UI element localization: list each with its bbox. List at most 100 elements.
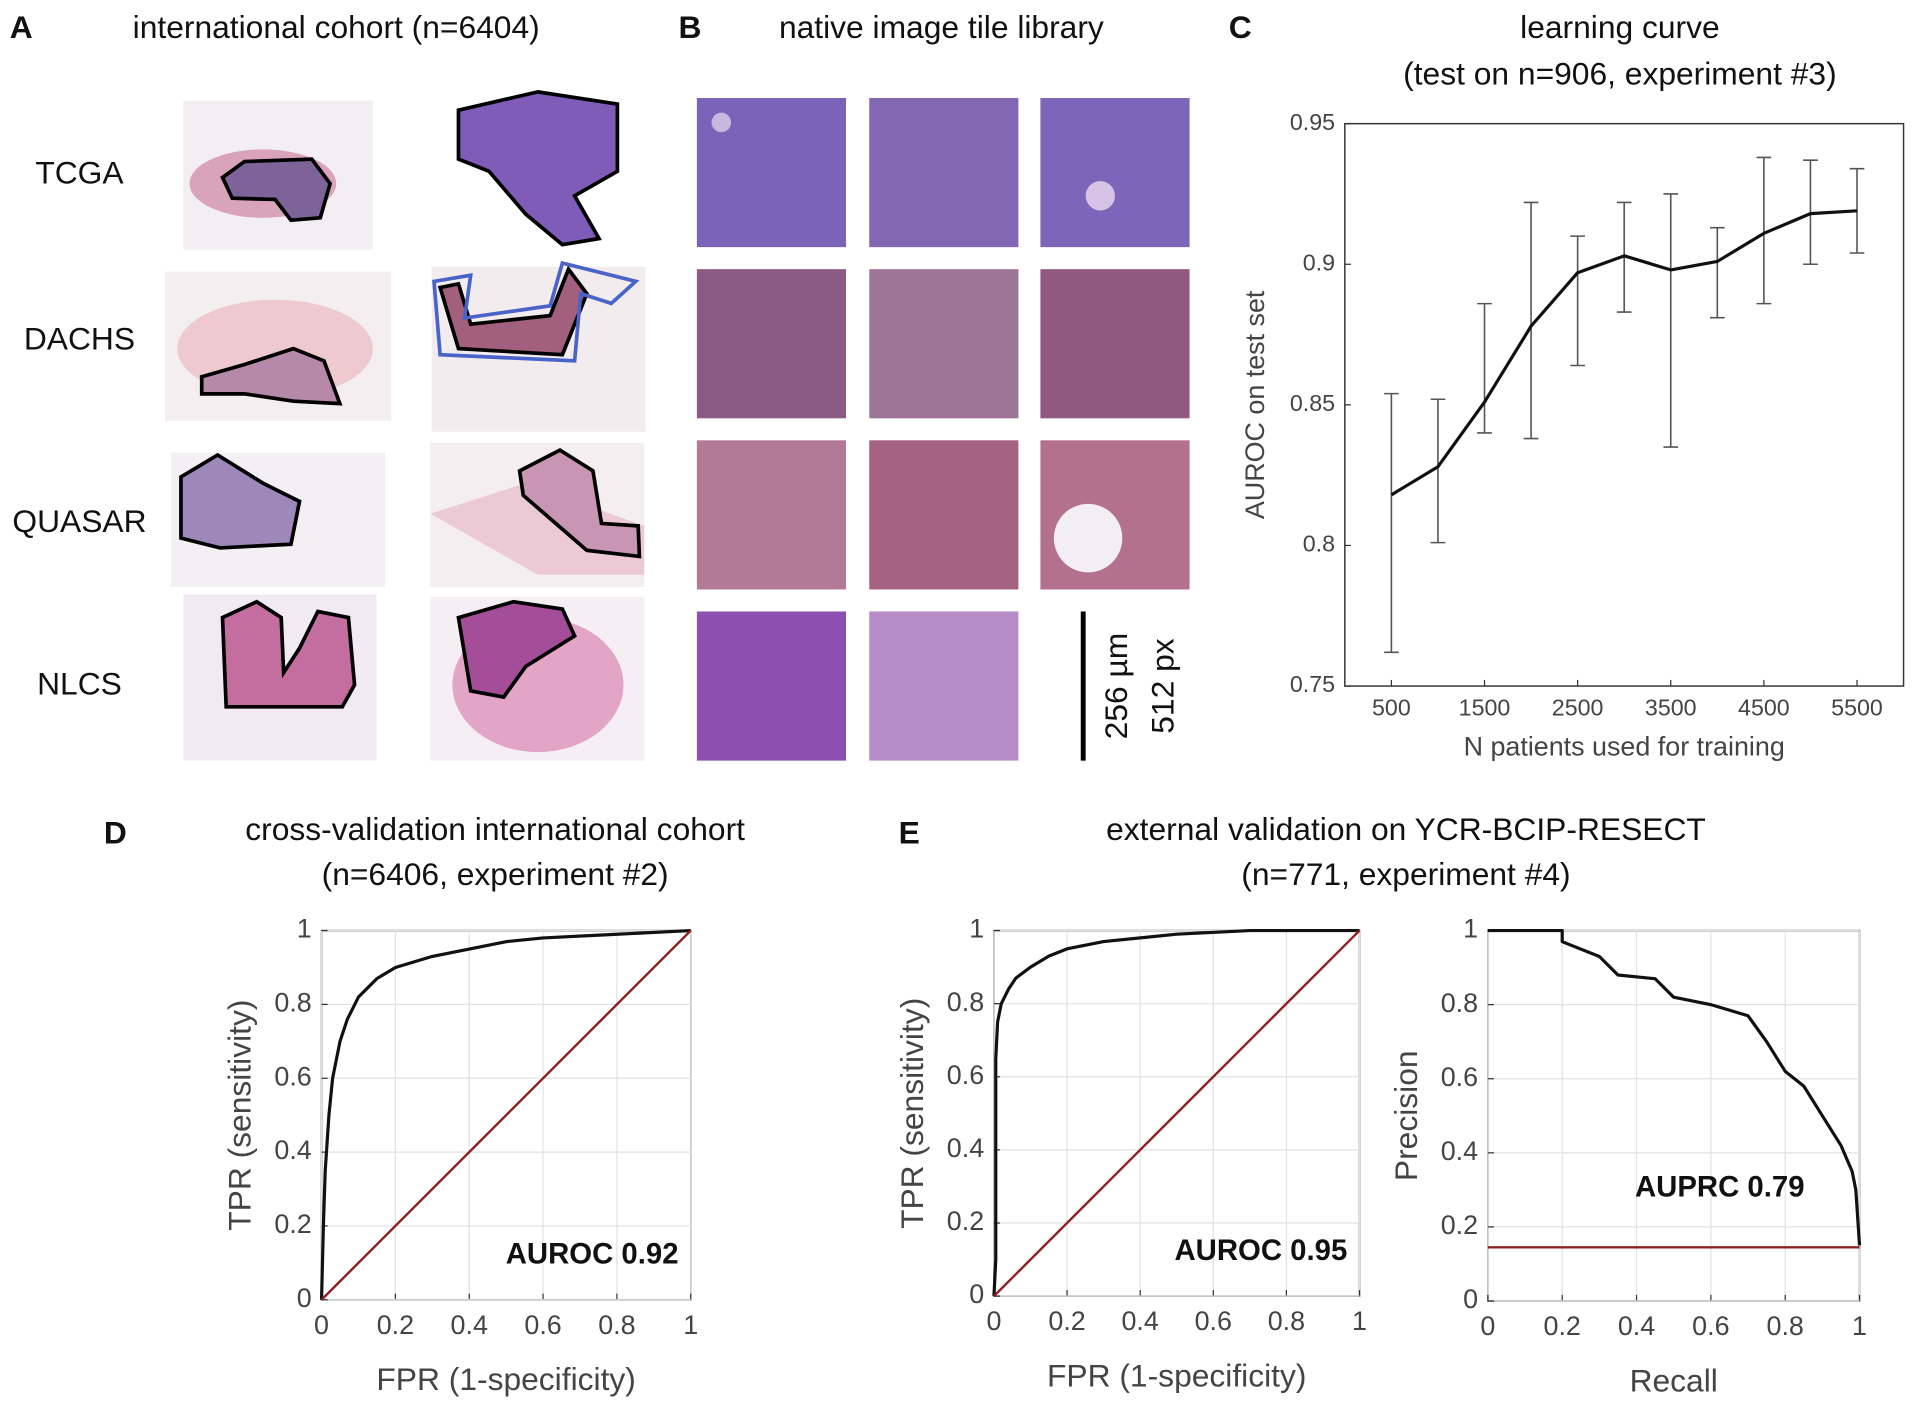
y-axis-label: Precision: [1388, 1050, 1424, 1181]
y-tick-label: 0.8: [274, 988, 311, 1018]
tumor-outline: [437, 265, 589, 357]
x-tick-label: 0.8: [1767, 1311, 1804, 1341]
x-tick-label: 0.2: [1544, 1311, 1581, 1341]
x-tick-label: 0: [314, 1310, 329, 1340]
x-tick-label: 0.6: [524, 1310, 561, 1340]
y-tick-label: 0.2: [274, 1209, 311, 1239]
data-line: [319, 928, 691, 1300]
chart-subtitle: (test on n=906, experiment #3): [1403, 55, 1837, 91]
chart-subtitle: (n=6406, experiment #2): [322, 856, 669, 892]
scale-label: 512 px: [1145, 638, 1181, 733]
data-line: [1390, 209, 1858, 497]
y-tick-label: 0.95: [1290, 109, 1335, 135]
annotation-outline: [432, 260, 640, 363]
error-bar: [1523, 201, 1539, 440]
plot-area: [1487, 929, 1861, 1302]
tile: [1040, 97, 1190, 248]
cohort-label: QUASAR: [12, 503, 146, 539]
error-bar: [1430, 398, 1446, 544]
tile: [869, 611, 1019, 761]
x-axis-label: FPR (1-specificity): [1047, 1357, 1306, 1393]
x-tick-label: 1: [683, 1310, 698, 1340]
x-axis-label: FPR (1-specificity): [376, 1361, 635, 1397]
x-tick-label: 1500: [1459, 694, 1511, 720]
error-bar: [1570, 235, 1585, 367]
x-tick-label: 0.2: [1048, 1306, 1085, 1336]
annotation: AUROC 0.95: [1175, 1234, 1348, 1267]
y-tick-label: 0.6: [947, 1060, 984, 1090]
tumor-outline: [199, 346, 343, 406]
annotation: AUPRC 0.79: [1635, 1170, 1805, 1203]
x-tick-label: 0.4: [1121, 1306, 1158, 1336]
x-tick-label: 0.8: [598, 1310, 635, 1340]
x-tick-label: 1: [1852, 1311, 1867, 1341]
tile: [869, 269, 1019, 419]
x-tick-label: 3500: [1645, 694, 1697, 720]
data-line: [320, 929, 692, 1301]
panel-letter: C: [1229, 9, 1252, 45]
y-tick-label: 1: [1463, 914, 1478, 944]
panel-title: native image tile library: [779, 9, 1104, 45]
x-tick-label: 0.8: [1268, 1306, 1305, 1336]
annotation: AUROC 0.92: [506, 1238, 679, 1271]
scale-label: 256 µm: [1098, 633, 1134, 740]
tumor-outline: [517, 447, 642, 559]
tile-detail: [711, 112, 732, 133]
y-tick-label: 1: [297, 914, 312, 944]
chart-title: cross-validation international cohort: [245, 811, 745, 847]
x-tick-label: 4500: [1738, 694, 1790, 720]
error-bar: [1663, 193, 1679, 448]
error-bar: [1756, 156, 1772, 305]
y-tick-label: 0: [1463, 1284, 1478, 1314]
x-tick-label: 500: [1372, 694, 1411, 720]
y-axis-label: AUROC on test set: [1240, 290, 1270, 519]
slide-thumbnails: [165, 90, 646, 761]
data-line: [992, 928, 1360, 1297]
tumor-outline: [179, 452, 302, 550]
tumor-outline: [456, 90, 620, 247]
cohort-label: DACHS: [24, 321, 135, 357]
panel-letter: D: [104, 815, 127, 851]
y-tick-label: 0.8: [1303, 531, 1335, 557]
x-tick-label: 1: [1352, 1306, 1367, 1336]
x-tick-label: 0.6: [1692, 1311, 1729, 1341]
tumor-outline: [456, 599, 577, 700]
x-tick-label: 0.6: [1195, 1306, 1232, 1336]
y-axis-label: TPR (sensitivity): [894, 998, 930, 1229]
error-bar: [1849, 167, 1865, 254]
error-bar: [1477, 302, 1492, 434]
y-tick-label: 0: [969, 1279, 984, 1309]
y-tick-label: 0.85: [1290, 390, 1335, 416]
x-tick-label: 0.4: [451, 1310, 488, 1340]
tile: [869, 97, 1019, 248]
image-tiles: [696, 97, 1190, 761]
tile: [869, 440, 1019, 590]
y-tick-label: 0.6: [1441, 1062, 1478, 1092]
panel-letter: A: [10, 9, 33, 45]
x-axis-label: N patients used for training: [1464, 732, 1785, 762]
y-tick-label: 0.8: [947, 987, 984, 1017]
tile-detail: [1053, 503, 1123, 573]
cohort-label: TCGA: [35, 154, 124, 190]
panel-letter: B: [679, 9, 702, 45]
tile: [1040, 440, 1190, 590]
y-tick-label: 0.4: [1441, 1136, 1478, 1166]
error-bar: [1709, 226, 1725, 319]
cohort-label: NLCS: [37, 665, 122, 701]
tumor-outline: [220, 599, 357, 709]
x-tick-label: 0.4: [1618, 1311, 1655, 1341]
x-tick-label: 2500: [1552, 694, 1604, 720]
tile-detail: [1085, 181, 1115, 211]
y-tick-label: 0.2: [947, 1206, 984, 1236]
tumor-outline: [220, 157, 333, 223]
chart-title: learning curve: [1520, 9, 1720, 45]
tile: [696, 440, 847, 590]
y-tick-label: 0.4: [274, 1135, 311, 1165]
y-axis-label: TPR (sensitivity): [221, 1000, 257, 1231]
y-tick-label: 1: [969, 914, 984, 944]
y-tick-label: 0.4: [947, 1133, 984, 1163]
y-tick-label: 0.9: [1303, 249, 1335, 275]
x-axis-label: Recall: [1630, 1362, 1718, 1398]
